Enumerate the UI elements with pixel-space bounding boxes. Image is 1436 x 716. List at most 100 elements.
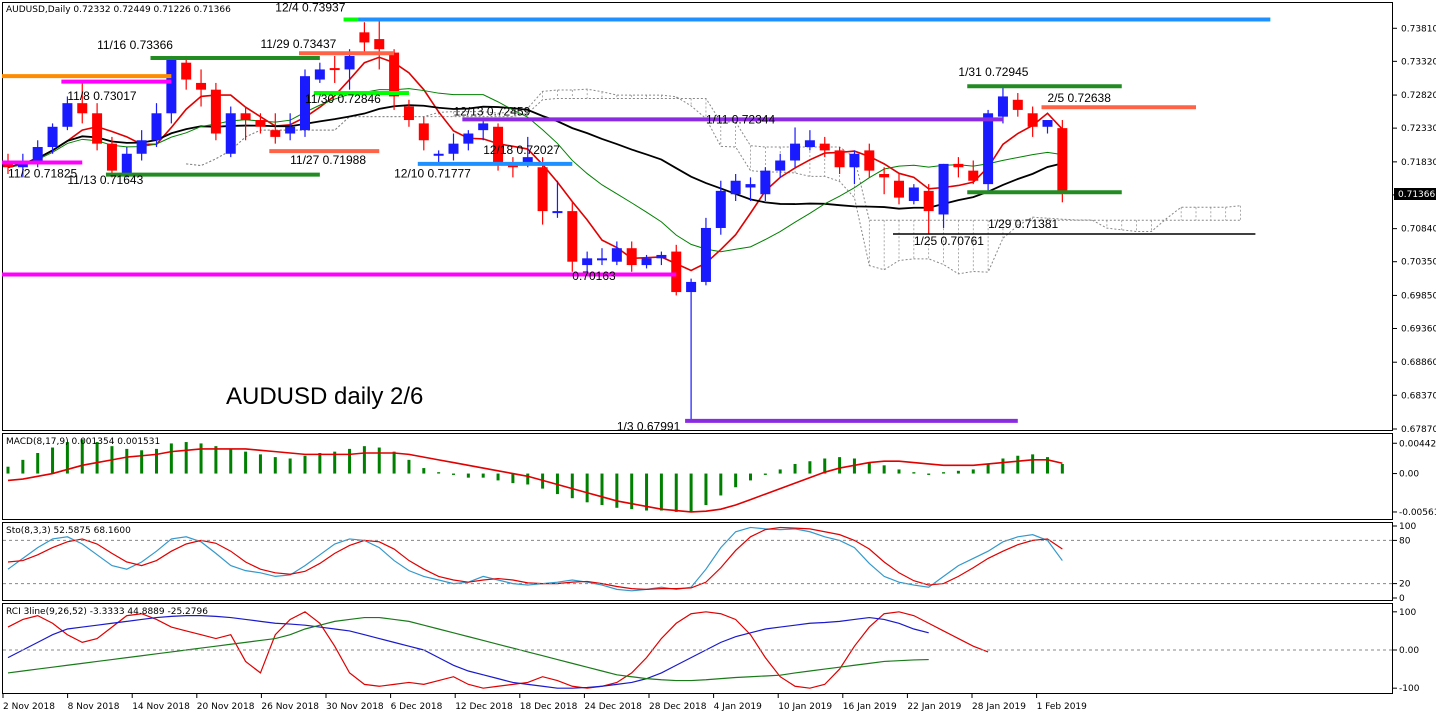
candle-body	[671, 251, 682, 293]
rci-mid-line	[7, 615, 929, 689]
annotation-label: 1/25 0.70761	[914, 234, 984, 248]
candle-body	[478, 123, 489, 131]
candle-body	[344, 55, 355, 70]
date-label: 28 Dec 2018	[649, 702, 707, 712]
annotation-label: 0.70163	[572, 269, 616, 283]
sto-header: Sto(8,3,3) 52.5875 68.1600	[6, 526, 131, 536]
date-label: 28 Jan 2019	[972, 702, 1026, 712]
candle-body	[686, 281, 697, 293]
candle-body	[1042, 120, 1053, 127]
candle-body	[121, 153, 132, 174]
annotation-label: 11/29 0.73437	[260, 37, 336, 51]
annotation-label: 11/27 0.71988	[290, 153, 366, 167]
support-resistance-levels	[2, 17, 1271, 423]
candle-body	[775, 160, 786, 171]
price-tick-label: 0.72330	[1401, 124, 1436, 134]
annotation-label: 1/31 0.72945	[958, 65, 1028, 79]
ma-red-line	[7, 56, 1063, 272]
candle-body	[493, 126, 504, 164]
candle-body	[62, 103, 73, 127]
candle-body	[196, 82, 207, 90]
candle-body	[522, 157, 533, 164]
price-tick-label: 0.72820	[1401, 91, 1436, 101]
candle-body	[433, 153, 444, 156]
panel-tick-label: 20	[1399, 580, 1411, 590]
candle-body	[908, 187, 919, 201]
panel-tick-label: 0.00	[1399, 470, 1419, 480]
candle-body	[997, 96, 1008, 117]
candle-body	[656, 254, 667, 259]
candle-body	[552, 211, 563, 214]
candle-body	[537, 167, 548, 212]
date-label: 4 Jan 2019	[714, 702, 762, 712]
panel-tick-label: 100	[1399, 522, 1416, 532]
candle-body	[879, 174, 890, 178]
annotation-label: 11/8 0.73017	[67, 89, 137, 103]
price-tick-label: 0.70840	[1401, 225, 1436, 235]
candle-body	[760, 170, 771, 195]
cloud-span-a	[186, 88, 1241, 275]
candle-body	[804, 140, 815, 148]
candle-body	[389, 52, 400, 97]
annotation-label: 2/5 0.72638	[1048, 91, 1112, 105]
stochastic-panel: 100 80 20 0	[3, 522, 1416, 604]
candle-body	[166, 59, 177, 114]
date-label: 30 Nov 2018	[326, 702, 384, 712]
date-label: 8 Nov 2018	[68, 702, 120, 712]
candle-body	[300, 76, 310, 131]
panel-tick-label: 80	[1399, 536, 1411, 546]
candle-body	[32, 147, 43, 161]
candle-body	[255, 120, 266, 127]
annotation-label: 11/16 0.73366	[97, 38, 173, 52]
date-label: 12 Dec 2018	[455, 702, 513, 712]
candle-body	[181, 62, 192, 80]
price-axis: 0.73810 0.73320 0.72820 0.72330 0.71830 0.713…	[1392, 24, 1436, 435]
date-label: 16 Jan 2019	[843, 702, 897, 712]
candle-body	[418, 123, 429, 141]
date-label: 10 Jan 2019	[778, 702, 832, 712]
date-label: 6 Dec 2018	[391, 702, 443, 712]
candle-body	[745, 184, 756, 188]
candle-body	[819, 143, 830, 151]
annotation-label: 11/2 0.71825	[8, 166, 78, 180]
candle-body	[270, 130, 281, 137]
candle-body	[1057, 128, 1068, 193]
moving-averages	[7, 56, 1063, 272]
candle-body	[329, 68, 340, 71]
candle-body	[790, 143, 801, 161]
candle-body	[968, 170, 979, 181]
candle-body	[151, 113, 162, 141]
price-tick-label: 0.69360	[1401, 324, 1436, 334]
candle-body	[3, 163, 13, 168]
annotation-label: 1/3 0.67991	[617, 419, 681, 433]
candle-body	[1012, 99, 1023, 110]
price-tick-label: 0.70350	[1401, 258, 1436, 268]
candle-body	[92, 113, 103, 144]
price-tick-label: 0.73320	[1401, 57, 1436, 67]
date-axis: 2 Nov 2018 8 Nov 2018 14 Nov 2018 20 Nov 20…	[2, 694, 1087, 712]
date-label: 14 Nov 2018	[132, 702, 190, 712]
panel-tick-label: -0.005611	[1399, 508, 1436, 518]
annotation-label: 12/10 0.71777	[394, 166, 471, 180]
candle-body	[136, 140, 147, 154]
candle-body	[730, 180, 741, 195]
price-tick-label: 0.69850	[1401, 291, 1436, 301]
candle-body	[567, 211, 578, 262]
rci-header: RCI 3line(9,26,52) -3.3333 44.8889 -25.2…	[6, 607, 208, 617]
candle-body	[106, 143, 117, 171]
rci-slow-line	[7, 616, 929, 682]
main-header: AUDUSD,Daily 0.72332 0.72449 0.71226 0.7…	[6, 5, 231, 15]
candle-body	[923, 190, 934, 212]
candlesticks	[3, 19, 1068, 421]
date-label: 22 Jan 2019	[907, 702, 961, 712]
current-price-box	[1394, 188, 1436, 200]
price-tick-label: 0.68370	[1401, 391, 1436, 401]
price-tick-label: 0.71830	[1401, 158, 1436, 168]
chart-title: AUDUSD daily 2/6	[226, 383, 423, 410]
annotation-label: 12/4 0.73937	[275, 0, 345, 14]
date-label: 24 Dec 2018	[584, 702, 642, 712]
price-annotations: 11/2 0.71825 11/8 0.73017 11/13 0.71643 11/…	[8, 0, 1111, 433]
panel-tick-label: 0	[1399, 594, 1405, 604]
annotation-label: 12/18 0.72027	[483, 143, 560, 157]
